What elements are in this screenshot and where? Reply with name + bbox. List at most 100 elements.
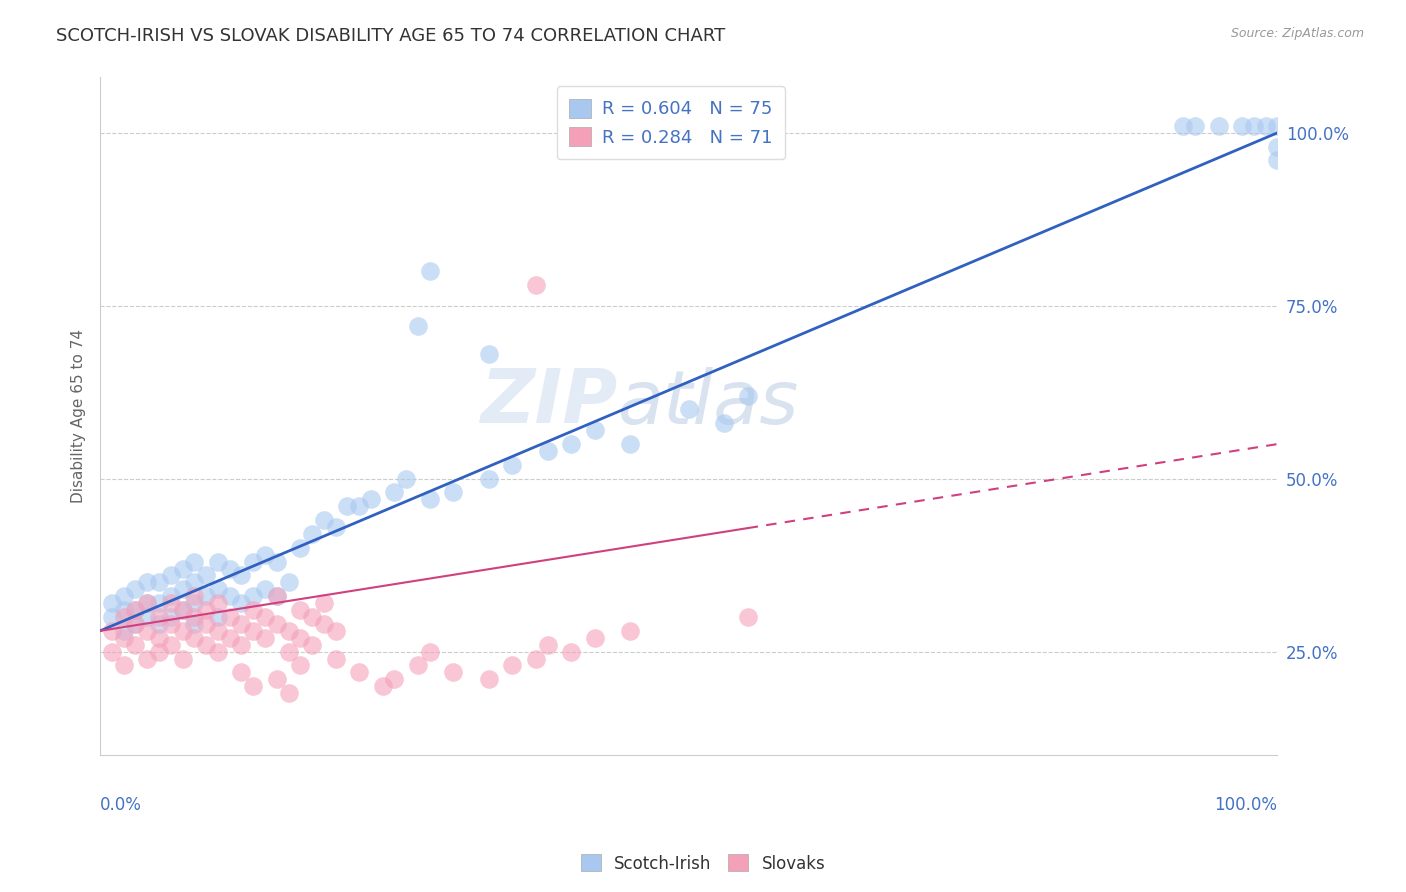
Text: Source: ZipAtlas.com: Source: ZipAtlas.com [1230, 27, 1364, 40]
Point [242, 679, 264, 693]
Point [112, 603, 135, 617]
Point [183, 589, 205, 603]
Y-axis label: Disability Age 65 to 74: Disability Age 65 to 74 [72, 329, 86, 503]
Point [1267, 153, 1289, 168]
Point [501, 458, 523, 472]
Point [336, 500, 359, 514]
Point [419, 264, 441, 278]
Point [347, 665, 370, 680]
Point [101, 610, 124, 624]
Point [207, 555, 229, 569]
Point [195, 589, 218, 603]
Point [112, 631, 135, 645]
Point [619, 624, 641, 638]
Point [325, 520, 347, 534]
Point [441, 665, 464, 680]
Point [231, 665, 253, 680]
Point [478, 347, 501, 361]
Point [159, 596, 181, 610]
Point [148, 610, 170, 624]
Point [195, 568, 218, 582]
Point [183, 631, 205, 645]
Point [312, 513, 335, 527]
Point [207, 644, 229, 658]
Point [536, 638, 558, 652]
Point [148, 631, 170, 645]
Point [159, 568, 181, 582]
Point [1267, 139, 1289, 153]
Point [112, 658, 135, 673]
Point [183, 596, 205, 610]
Point [737, 610, 759, 624]
Point [172, 561, 194, 575]
Point [159, 638, 181, 652]
Point [124, 582, 146, 597]
Point [148, 575, 170, 590]
Point [1184, 119, 1206, 133]
Point [524, 651, 547, 665]
Point [619, 437, 641, 451]
Point [277, 575, 299, 590]
Point [101, 624, 124, 638]
Point [218, 631, 240, 645]
Point [242, 603, 264, 617]
Point [290, 658, 312, 673]
Point [266, 555, 288, 569]
Point [1243, 119, 1265, 133]
Point [266, 616, 288, 631]
Point [266, 589, 288, 603]
Point [101, 596, 124, 610]
Point [395, 472, 418, 486]
Point [207, 596, 229, 610]
Point [159, 589, 181, 603]
Point [266, 672, 288, 686]
Point [253, 582, 276, 597]
Text: 0.0%: 0.0% [100, 796, 142, 814]
Point [301, 527, 323, 541]
Point [183, 555, 205, 569]
Point [253, 610, 276, 624]
Point [207, 582, 229, 597]
Point [112, 624, 135, 638]
Point [124, 603, 146, 617]
Point [1208, 119, 1230, 133]
Point [207, 610, 229, 624]
Point [231, 568, 253, 582]
Point [536, 444, 558, 458]
Point [148, 616, 170, 631]
Point [678, 402, 700, 417]
Point [195, 616, 218, 631]
Text: SCOTCH-IRISH VS SLOVAK DISABILITY AGE 65 TO 74 CORRELATION CHART: SCOTCH-IRISH VS SLOVAK DISABILITY AGE 65… [56, 27, 725, 45]
Point [124, 638, 146, 652]
Point [406, 658, 429, 673]
Point [347, 500, 370, 514]
Point [112, 610, 135, 624]
Point [148, 644, 170, 658]
Point [172, 603, 194, 617]
Point [231, 616, 253, 631]
Point [360, 492, 382, 507]
Point [371, 679, 394, 693]
Point [172, 651, 194, 665]
Point [136, 596, 159, 610]
Point [124, 616, 146, 631]
Point [183, 616, 205, 631]
Point [1267, 119, 1289, 133]
Point [207, 624, 229, 638]
Point [560, 437, 582, 451]
Legend: Scotch-Irish, Slovaks: Scotch-Irish, Slovaks [574, 847, 832, 880]
Point [384, 672, 406, 686]
Text: ZIP: ZIP [481, 367, 619, 440]
Point [441, 485, 464, 500]
Point [290, 603, 312, 617]
Text: atlas: atlas [619, 367, 800, 439]
Point [242, 624, 264, 638]
Point [172, 603, 194, 617]
Point [560, 644, 582, 658]
Point [136, 651, 159, 665]
Point [218, 610, 240, 624]
Point [290, 631, 312, 645]
Point [384, 485, 406, 500]
Point [231, 638, 253, 652]
Point [148, 596, 170, 610]
